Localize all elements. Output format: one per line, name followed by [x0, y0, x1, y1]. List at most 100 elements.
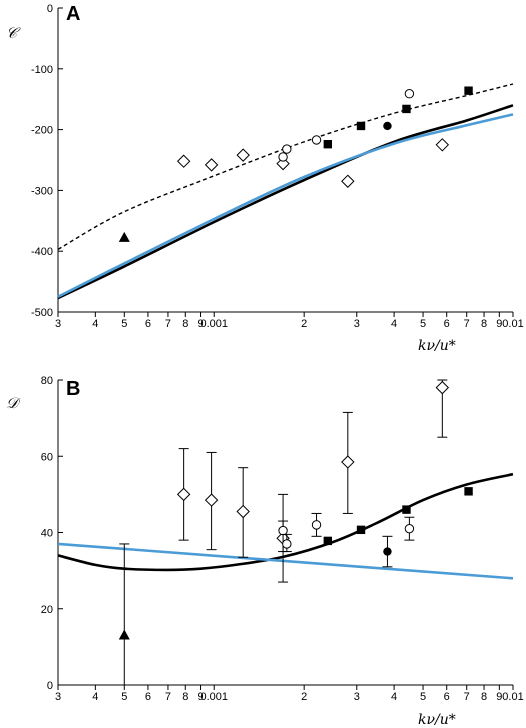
square-marker [356, 121, 366, 131]
x-tick-label: 6 [145, 318, 151, 330]
y-tick-label: 60 [41, 451, 53, 463]
data-point-diamond-open [341, 174, 355, 188]
y-tick-label: -100 [31, 64, 53, 76]
x-tick-label: 6 [444, 318, 450, 330]
data-point-diamond-open [276, 156, 290, 171]
data-point-square-filled [323, 139, 333, 149]
data-point-diamond-open [176, 448, 191, 541]
circle-marker [278, 525, 288, 536]
data-point-circle-open [278, 152, 288, 162]
x-tick-label: 5 [420, 691, 426, 703]
panel-b-points [118, 379, 473, 686]
square-marker [323, 139, 333, 149]
y-tick-label: -200 [31, 125, 53, 137]
data-point-circle-open [311, 512, 322, 537]
data-point-diamond-open [435, 138, 450, 152]
diamond-marker [204, 158, 219, 172]
circle-marker [311, 135, 322, 145]
data-point-square-filled [464, 487, 473, 496]
circle-marker [282, 539, 292, 549]
y-axis-label-b: 𝒟 [6, 394, 21, 412]
y-tick-label: 40 [41, 528, 53, 540]
square-marker [356, 525, 366, 535]
data-point-diamond-open [176, 154, 191, 168]
square-marker [464, 487, 473, 496]
y-tick-label: 0 [47, 3, 53, 15]
x-tick-label: 6 [444, 691, 450, 703]
data-point-circle-filled [383, 121, 392, 131]
data-point-circle-open [404, 516, 415, 541]
x-tick-label: 3 [354, 318, 360, 330]
x-tick-label: 3 [55, 691, 61, 703]
diamond-marker [236, 148, 250, 162]
diamond-marker [204, 493, 219, 507]
data-point-circle-open [282, 144, 292, 154]
x-tick-label: 8 [481, 318, 487, 330]
data-point-diamond-open [204, 451, 219, 551]
data-point-square-filled [356, 121, 366, 131]
y-tick-label: -500 [31, 307, 53, 319]
series-line-dashed-black [57, 83, 514, 251]
x-tick-label: 4 [92, 691, 98, 703]
x-tick-label: 0.01 [502, 691, 523, 703]
y-tick-label: -400 [31, 246, 53, 258]
x-tick-label: 0.001 [200, 318, 228, 330]
x-tick-label: 9 [496, 691, 502, 703]
filled-circle-marker [383, 547, 392, 556]
series-line-solid-blue [57, 113, 514, 298]
data-point-circle-open [404, 89, 415, 99]
x-tick-label: 2 [301, 691, 307, 703]
diamond-marker [341, 174, 355, 188]
data-point-diamond-open [435, 379, 450, 438]
data-point-circle-open [311, 135, 322, 145]
panel-letter-a: A [66, 3, 80, 25]
panel-a-points [118, 86, 473, 242]
series-line-solid-black [57, 104, 514, 300]
series-line-solid-blue [57, 542, 514, 580]
x-tick-label: 9 [197, 691, 203, 703]
x-tick-label: 7 [165, 691, 171, 703]
circle-marker [282, 144, 292, 154]
diamond-marker [435, 380, 450, 395]
x-tick-label: 5 [121, 691, 127, 703]
diamond-marker [176, 154, 191, 168]
x-tick-label: 7 [464, 691, 470, 703]
data-point-square-filled [356, 525, 366, 535]
panel-b-lines [57, 472, 514, 580]
x-tick-label: 9 [496, 318, 502, 330]
square-marker [402, 104, 411, 114]
series-line-solid-black [57, 472, 514, 572]
x-axis-label-a: kν/u* [418, 338, 456, 354]
circle-marker [404, 89, 415, 99]
triangle-marker [118, 231, 130, 242]
x-tick-label: 5 [121, 318, 127, 330]
circle-marker [278, 152, 288, 162]
x-tick-label: 4 [92, 318, 98, 330]
panel-letter-b: B [66, 378, 80, 400]
x-tick-label: 0.001 [200, 691, 228, 703]
y-tick-label: 80 [41, 375, 53, 387]
y-tick-label: -300 [31, 185, 53, 197]
filled-circle-marker [383, 121, 392, 131]
x-tick-label: 8 [182, 691, 188, 703]
data-point-diamond-open [236, 148, 250, 162]
data-point-circle-filled [382, 535, 393, 568]
x-tick-label: 4 [391, 318, 397, 330]
x-tick-label: 9 [197, 318, 203, 330]
x-tick-label: 8 [481, 691, 487, 703]
square-marker [402, 505, 411, 514]
data-point-diamond-open [341, 411, 355, 514]
diamond-marker [236, 504, 250, 519]
y-tick-label: 20 [41, 604, 53, 616]
triangle-marker [118, 629, 130, 640]
diamond-marker [276, 156, 290, 171]
circle-marker [404, 523, 415, 534]
x-tick-label: 7 [165, 318, 171, 330]
diamond-marker [435, 138, 450, 152]
data-point-square-filled [402, 505, 411, 514]
x-tick-label: 8 [182, 318, 188, 330]
